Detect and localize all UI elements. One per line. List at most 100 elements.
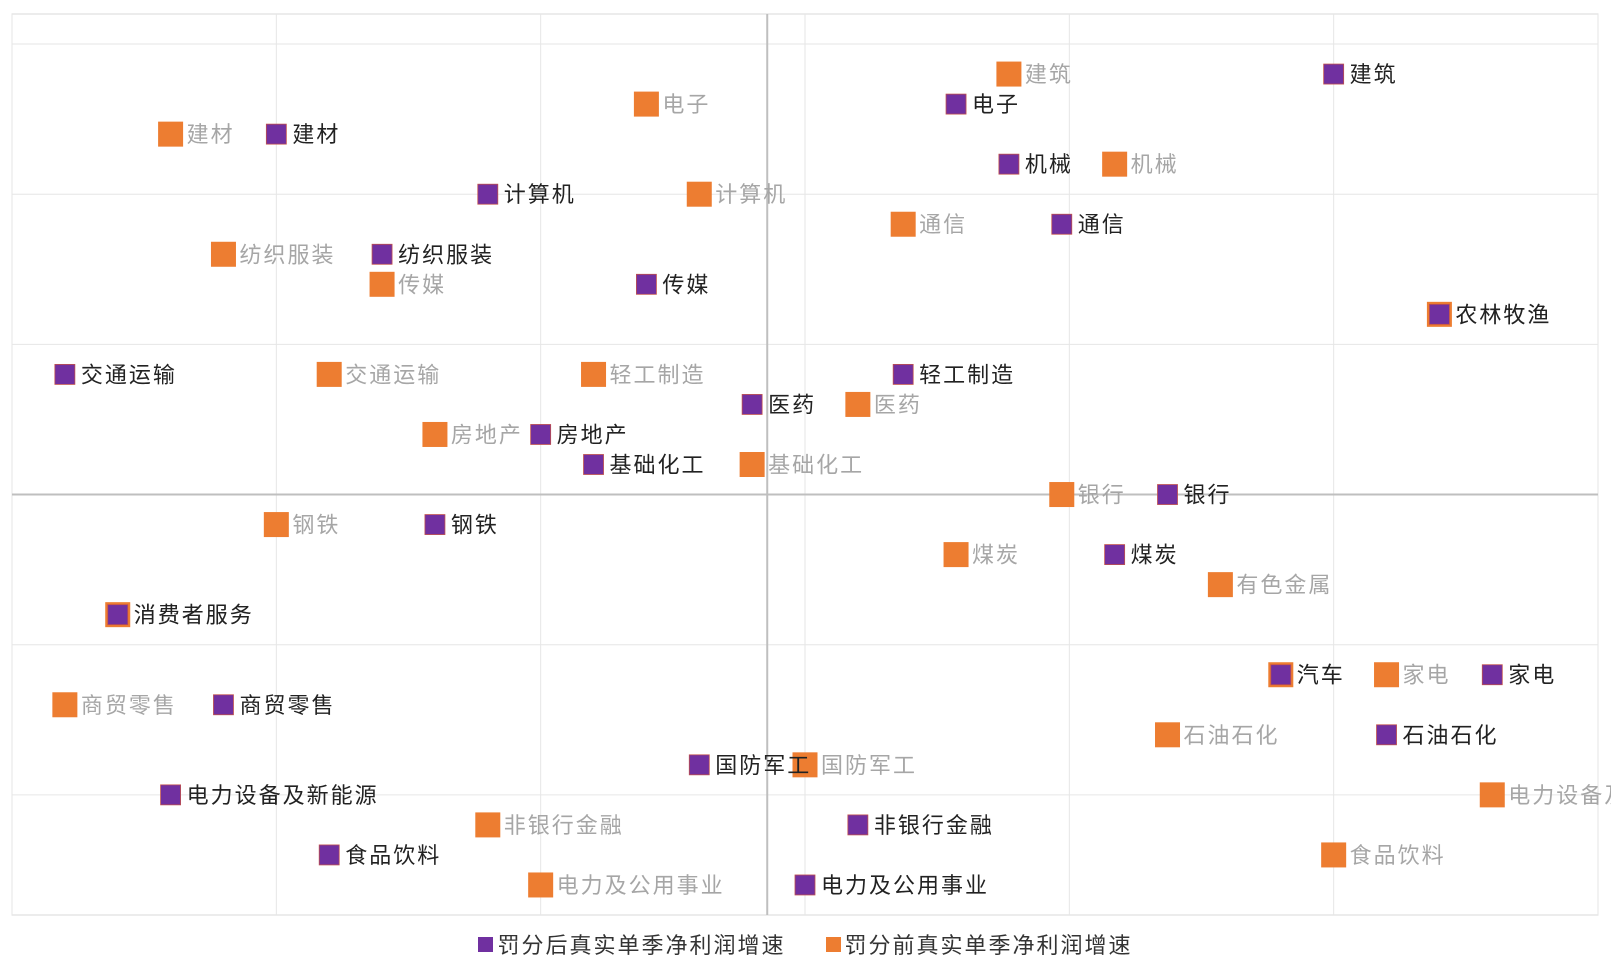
- marker-s0-14: [1157, 484, 1178, 505]
- data-label-s0-13: 基础化工: [610, 454, 706, 479]
- data-label-s1-12: 房地产: [451, 423, 523, 448]
- data-label-s0-12: 房地产: [557, 423, 629, 448]
- data-label-s1-11: 医药: [874, 393, 922, 418]
- marker-s1-24: [1479, 782, 1505, 808]
- marker-s1-17: [1207, 572, 1233, 598]
- data-label-s0-25: 食品饮料: [345, 844, 441, 869]
- marker-s1-25: [475, 812, 501, 838]
- marker-s0-20: [213, 694, 234, 716]
- data-label-s1-10: 轻工制造: [610, 363, 706, 388]
- data-label-s0-7: 传媒: [662, 273, 710, 298]
- data-label-s0-5: 通信: [1078, 213, 1126, 238]
- marker-s0-7: [636, 273, 657, 295]
- marker-s0-11: [741, 394, 763, 415]
- legend-item-orange: 罚分前真实单季净利润增速: [825, 928, 1133, 960]
- marker-s1-15: [263, 512, 289, 538]
- data-label-s1-1: 电子: [662, 93, 710, 118]
- data-label-s1-6: 纺织服装: [239, 243, 335, 268]
- data-label-s1-25: 非银行金融: [504, 814, 624, 839]
- data-label-s0-22: 国防军工: [715, 754, 811, 779]
- data-label-s1-21: 商贸零售: [81, 694, 177, 719]
- marker-s1-20: [1374, 662, 1400, 688]
- marker-s0-8: [1429, 303, 1450, 325]
- data-label-s0-4: 计算机: [504, 183, 576, 208]
- data-label-s1-0: 建筑: [1025, 63, 1073, 88]
- data-label-s1-18: 消费者服务: [134, 604, 254, 629]
- data-label-s1-16: 煤炭: [972, 544, 1020, 569]
- data-label-s0-16: 煤炭: [1131, 544, 1179, 569]
- marker-s0-23: [160, 784, 182, 806]
- marker-s0-22: [688, 754, 710, 776]
- data-label-s0-15: 钢铁: [451, 514, 499, 539]
- data-label-s1-26: 食品饮料: [1350, 844, 1446, 869]
- data-label-s0-9: 交通运输: [81, 363, 177, 388]
- data-label-s0-18: 汽车: [1297, 664, 1345, 689]
- marker-s0-16: [1104, 544, 1126, 565]
- data-label-s1-9: 交通运输: [345, 363, 441, 388]
- marker-s1-6: [210, 241, 236, 267]
- data-label-s1-13: 基础化工: [768, 454, 864, 479]
- data-label-s1-17: 有色金属: [1236, 574, 1332, 599]
- marker-s1-23: [792, 752, 818, 778]
- marker-s1-10: [581, 361, 607, 387]
- marker-s0-3: [998, 153, 1020, 175]
- marker-s0-0: [1323, 63, 1345, 85]
- marker-s0-26: [794, 874, 816, 896]
- data-label-s0-2: 建材: [292, 123, 340, 148]
- marker-s0-12: [530, 424, 552, 445]
- data-label-s0-10: 轻工制造: [919, 363, 1015, 388]
- data-label-s0-1: 电子: [972, 93, 1020, 118]
- marker-s0-21: [1376, 724, 1397, 746]
- data-label-s1-8: 农林牧渔: [1455, 303, 1551, 328]
- legend-swatch-orange: [825, 936, 841, 952]
- data-label-s1-5: 通信: [919, 213, 967, 238]
- data-label-s1-24: 电力设备及新能源: [1508, 784, 1611, 809]
- data-label-s1-15: 钢铁: [292, 514, 340, 539]
- legend-label-orange: 罚分前真实单季净利润增速: [844, 934, 1133, 959]
- marker-s0-13: [583, 454, 604, 475]
- marker-s1-1: [633, 91, 659, 117]
- data-label-s1-3: 机械: [1131, 153, 1179, 178]
- marker-s1-27: [528, 872, 554, 898]
- data-label-s0-26: 电力及公用事业: [821, 874, 989, 899]
- data-label-s1-7: 传媒: [398, 273, 446, 298]
- marker-s1-14: [1049, 482, 1075, 508]
- marker-s1-0: [996, 61, 1022, 87]
- marker-s1-9: [316, 361, 342, 387]
- marker-s1-26: [1321, 842, 1347, 868]
- data-label-s0-3: 机械: [1025, 153, 1073, 178]
- data-label-s0-21: 石油石化: [1403, 724, 1499, 749]
- marker-s0-5: [1051, 213, 1073, 235]
- marker-s1-3: [1102, 151, 1128, 177]
- marker-s0-10: [892, 363, 914, 385]
- marker-s1-16: [943, 542, 969, 568]
- data-label-s0-17: 消费者服务: [134, 604, 254, 629]
- marker-s0-24: [847, 814, 869, 836]
- data-label-s0-11: 医药: [768, 393, 816, 418]
- marker-s1-4: [686, 181, 712, 207]
- marker-s0-19: [1481, 664, 1503, 686]
- data-label-s0-20: 商贸零售: [239, 694, 335, 719]
- marker-s0-2: [265, 123, 287, 145]
- marker-s1-12: [422, 421, 448, 447]
- marker-s1-7: [369, 271, 395, 297]
- data-label-s0-23: 电力设备及新能源: [187, 784, 379, 809]
- marker-s0-1: [945, 93, 967, 115]
- marker-s1-21: [52, 692, 78, 718]
- data-label-s1-2: 建材: [187, 123, 235, 148]
- marker-s0-6: [371, 243, 393, 265]
- data-label-s1-14: 银行: [1078, 484, 1126, 509]
- marker-s1-11: [845, 391, 871, 417]
- marker-s0-4: [477, 183, 499, 205]
- data-label-s1-20: 家电: [1403, 664, 1451, 689]
- legend-label-purple: 罚分后真实单季净利润增速: [497, 934, 786, 959]
- marker-s0-18: [1270, 664, 1292, 686]
- marker-s0-25: [318, 844, 340, 866]
- data-label-s0-8: 农林牧渔: [1455, 303, 1551, 328]
- data-label-s0-24: 非银行金融: [874, 814, 994, 839]
- data-label-s1-4: 计算机: [715, 183, 787, 208]
- data-label-s1-22: 石油石化: [1184, 724, 1280, 749]
- data-label-s1-23: 国防军工: [821, 754, 917, 779]
- data-label-s0-14: 银行: [1184, 484, 1232, 509]
- data-label-s0-6: 纺织服装: [398, 243, 494, 268]
